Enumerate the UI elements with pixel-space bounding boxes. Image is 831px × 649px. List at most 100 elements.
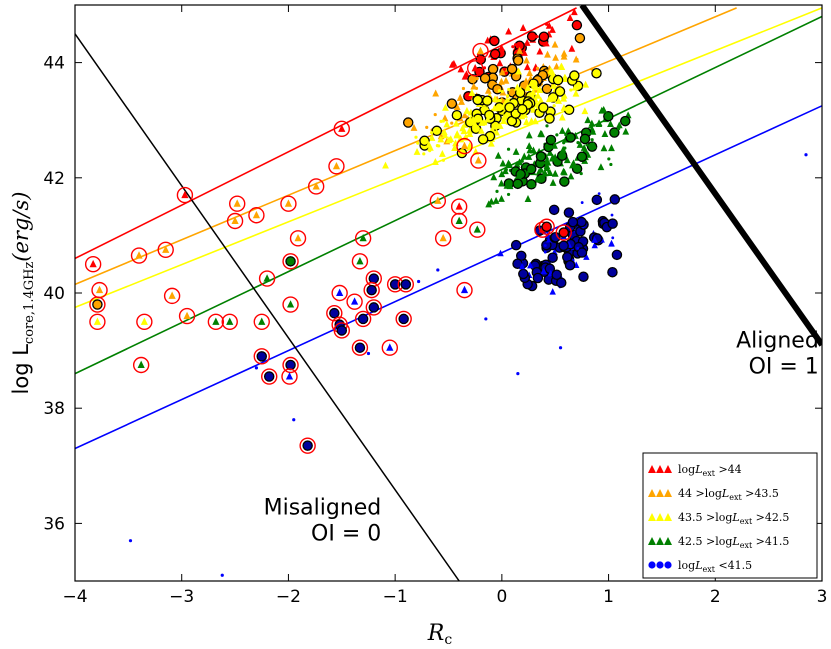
key-point-ring bbox=[261, 368, 278, 385]
key-point-triangle bbox=[356, 257, 364, 265]
triangle-marker bbox=[500, 113, 508, 121]
triangle-marker bbox=[570, 8, 578, 16]
triangle-marker bbox=[463, 106, 471, 114]
triangle-marker bbox=[549, 178, 557, 186]
circle-marker bbox=[292, 418, 296, 422]
circle-marker bbox=[555, 133, 559, 137]
key-point-ring bbox=[365, 299, 382, 316]
circle-marker bbox=[541, 221, 552, 233]
triangle-marker bbox=[466, 130, 474, 138]
triangle-marker bbox=[438, 149, 446, 157]
x-tick-label: 0 bbox=[496, 587, 507, 607]
triangle-marker bbox=[431, 158, 439, 165]
triangle-marker bbox=[582, 80, 590, 88]
triangle-marker bbox=[520, 152, 528, 160]
key-point-ring bbox=[281, 368, 298, 385]
key-point-ring bbox=[226, 212, 244, 230]
circle-marker bbox=[545, 124, 549, 128]
triangle-marker bbox=[497, 179, 505, 187]
triangle-marker bbox=[608, 239, 615, 247]
key-point-triangle bbox=[476, 46, 485, 55]
circle-marker bbox=[417, 279, 421, 284]
circle-marker bbox=[400, 279, 412, 290]
triangle-marker bbox=[528, 117, 535, 125]
triangle-marker bbox=[536, 47, 544, 55]
triangle-marker bbox=[543, 164, 551, 172]
key-point-ring bbox=[130, 247, 148, 264]
circle-marker bbox=[504, 168, 508, 172]
triangle-marker bbox=[553, 62, 560, 70]
triangle-marker bbox=[452, 119, 460, 127]
triangle-marker bbox=[591, 236, 598, 243]
key-point-ring bbox=[466, 60, 484, 77]
triangle-marker bbox=[608, 144, 615, 152]
triangle-marker bbox=[490, 173, 498, 181]
circle-marker bbox=[535, 66, 540, 70]
circle-marker bbox=[564, 259, 576, 271]
key-point-triangle bbox=[471, 64, 479, 72]
triangle-marker bbox=[461, 111, 469, 119]
legend-marker bbox=[656, 489, 664, 497]
circle-marker bbox=[609, 194, 621, 205]
triangle-marker bbox=[597, 163, 605, 171]
circle-marker bbox=[425, 125, 429, 129]
triangle-marker bbox=[523, 118, 530, 126]
key-point-triangle bbox=[93, 317, 102, 325]
key-point-triangle bbox=[135, 251, 143, 259]
triangle-marker bbox=[558, 113, 566, 121]
triangle-marker bbox=[440, 128, 448, 136]
triangle-marker bbox=[572, 89, 580, 97]
circle-marker bbox=[366, 284, 377, 296]
triangle-marker bbox=[459, 124, 467, 132]
legend-marker bbox=[648, 561, 656, 569]
legend: logLext >44 44 >logLext >43.5 43.5 >logLex… bbox=[642, 452, 818, 579]
circle-marker bbox=[398, 313, 409, 325]
x-tick-label: −1 bbox=[383, 587, 408, 607]
circle-marker bbox=[544, 113, 555, 124]
triangle-marker bbox=[493, 128, 500, 136]
triangle-marker bbox=[457, 65, 465, 73]
triangle-marker bbox=[601, 130, 609, 137]
key-point-ring bbox=[331, 284, 348, 302]
key-point-ring bbox=[307, 178, 325, 195]
triangle-marker bbox=[542, 39, 550, 47]
y-axis-label-prefix: log L bbox=[9, 344, 33, 395]
circle-marker bbox=[544, 22, 549, 26]
key-point-ring bbox=[248, 207, 265, 224]
triangle-marker bbox=[478, 118, 486, 126]
circle-marker bbox=[552, 74, 564, 86]
circle-marker bbox=[607, 157, 611, 161]
annotation-misaligned: Misaligned bbox=[264, 496, 382, 521]
circle-marker bbox=[574, 32, 586, 44]
circle-marker bbox=[506, 63, 518, 75]
circle-marker bbox=[254, 366, 259, 370]
circle-marker bbox=[591, 67, 602, 79]
triangle-marker bbox=[382, 161, 389, 169]
circle-marker bbox=[357, 313, 369, 325]
key-point-triangle bbox=[455, 216, 463, 225]
circle-marker bbox=[548, 204, 560, 216]
triangle-marker bbox=[566, 14, 574, 21]
key-point-ring bbox=[258, 270, 276, 287]
circle-marker bbox=[511, 45, 515, 49]
axis-ticks bbox=[74, 5, 823, 581]
key-point-ring bbox=[253, 348, 270, 365]
triangle-marker bbox=[498, 44, 505, 51]
triangle-marker bbox=[497, 249, 504, 257]
triangle-marker bbox=[525, 142, 533, 150]
triangle-marker bbox=[496, 121, 504, 129]
circle-marker bbox=[285, 256, 296, 267]
circle-marker bbox=[433, 112, 437, 117]
y-tick-label: 36 bbox=[43, 514, 65, 534]
key-point-ring bbox=[221, 313, 238, 330]
key-point-triangle bbox=[263, 274, 271, 282]
circle-marker bbox=[484, 317, 488, 321]
circle-marker bbox=[450, 121, 454, 125]
triangle-marker bbox=[468, 89, 476, 96]
circle-marker bbox=[220, 573, 224, 577]
circle-marker bbox=[461, 86, 466, 91]
triangle-marker bbox=[560, 52, 568, 60]
triangle-marker bbox=[590, 141, 598, 149]
fit-line bbox=[75, 7, 737, 286]
triangle-marker bbox=[526, 69, 534, 77]
